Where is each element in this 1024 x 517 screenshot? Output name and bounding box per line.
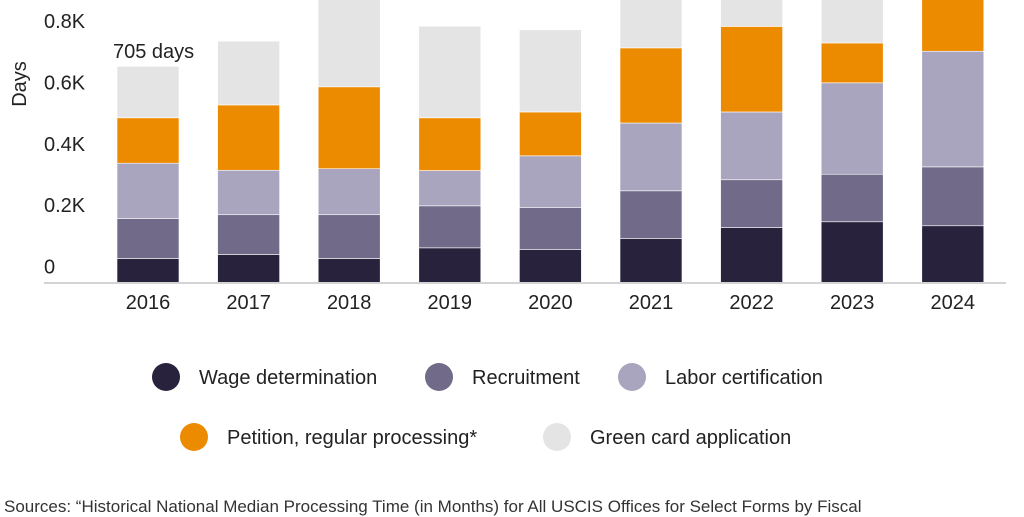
- bar-segment-2024-3: [921, 0, 985, 52]
- bar-segment-2023-3: [820, 42, 884, 84]
- bar-segment-2021-0: [619, 238, 683, 283]
- bar-segment-2016-0: [116, 258, 180, 283]
- bar-segment-2018-3: [317, 86, 381, 170]
- bar-segment-2016-1: [116, 218, 180, 259]
- legend-swatch: [543, 423, 571, 451]
- bar-segment-2019-0: [418, 247, 482, 283]
- bar-segment-2016-3: [116, 117, 180, 164]
- bar-segment-2019-4: [418, 25, 482, 119]
- legend-swatch: [152, 363, 180, 391]
- legend-swatch: [618, 363, 646, 391]
- bar-segment-2022-2: [720, 111, 783, 181]
- x-tick-label: 2017: [226, 292, 271, 314]
- bar-segment-2023-4: [820, 0, 884, 44]
- bar-segment-2022-0: [720, 227, 783, 283]
- x-tick-label: 2023: [830, 292, 875, 314]
- x-tick-label: 2019: [428, 292, 473, 314]
- y-tick-label: 0: [44, 257, 55, 279]
- bar-segment-2022-1: [720, 179, 783, 228]
- y-tick-labels: 0 0.2K 0.4K 0.6K 0.8K: [44, 11, 86, 278]
- bar-segment-2023-2: [820, 82, 884, 175]
- bar-segment-2016-4: [116, 65, 180, 119]
- legend-label: Recruitment: [472, 367, 580, 389]
- bar-segment-2019-1: [418, 205, 482, 249]
- bar-segment-2017-0: [217, 254, 280, 283]
- total-annotation: 705 days: [113, 41, 194, 63]
- legend-label: Petition, regular processing*: [227, 427, 477, 449]
- bar-segment-2017-1: [217, 214, 280, 255]
- bar-segment-2016-2: [116, 162, 180, 219]
- bar-segment-2018-4: [317, 0, 381, 88]
- bar-segment-2021-3: [619, 47, 683, 124]
- x-tick-label: 2024: [931, 292, 976, 314]
- legend-label: Wage determination: [199, 367, 377, 389]
- bar-segment-2021-4: [619, 0, 683, 49]
- source-footnote: Sources: “Historical National Median Pro…: [4, 497, 862, 516]
- x-tick-label: 2020: [528, 292, 573, 314]
- bars-group: [116, 0, 985, 283]
- bar-segment-2017-3: [217, 104, 280, 171]
- legend: Wage determination Recruitment Labor certi…: [152, 363, 823, 451]
- bar-segment-2022-4: [720, 0, 783, 27]
- bar-segment-2018-0: [317, 258, 381, 283]
- y-tick-label: 0.6K: [44, 72, 86, 94]
- bar-segment-2020-4: [519, 29, 582, 113]
- x-tick-label: 2016: [126, 292, 171, 314]
- bar-segment-2024-2: [921, 50, 985, 168]
- y-tick-label: 0.2K: [44, 195, 86, 217]
- y-axis-label: Days: [9, 61, 31, 107]
- bar-segment-2018-1: [317, 214, 381, 259]
- bar-segment-2020-3: [519, 111, 582, 157]
- legend-swatch: [425, 363, 453, 391]
- bar-segment-2021-1: [619, 190, 683, 239]
- y-tick-label: 0.8K: [44, 11, 86, 33]
- bar-segment-2019-2: [418, 170, 482, 207]
- bar-segment-2024-1: [921, 166, 985, 227]
- x-tick-label: 2021: [629, 292, 674, 314]
- bar-segment-2023-1: [820, 173, 884, 223]
- bar-segment-2020-1: [519, 207, 582, 250]
- bar-segment-2021-2: [619, 122, 683, 192]
- bar-segment-2022-3: [720, 26, 783, 113]
- bar-segment-2017-4: [217, 40, 280, 106]
- bar-segment-2024-0: [921, 225, 985, 283]
- legend-label: Labor certification: [665, 367, 823, 389]
- bar-segment-2017-2: [217, 169, 280, 216]
- bar-segment-2019-3: [418, 117, 482, 171]
- x-tick-label: 2022: [729, 292, 774, 314]
- x-tick-label: 2018: [327, 292, 372, 314]
- bar-segment-2020-2: [519, 155, 582, 208]
- y-tick-label: 0.4K: [44, 134, 86, 156]
- legend-swatch: [180, 423, 208, 451]
- bar-segment-2020-0: [519, 249, 582, 283]
- x-tick-labels: 2016 2017 2018 2019 2020 2021 2022 2023 2024: [126, 292, 975, 314]
- bar-segment-2018-2: [317, 168, 381, 216]
- legend-label: Green card application: [590, 427, 791, 449]
- bar-segment-2023-0: [820, 221, 884, 283]
